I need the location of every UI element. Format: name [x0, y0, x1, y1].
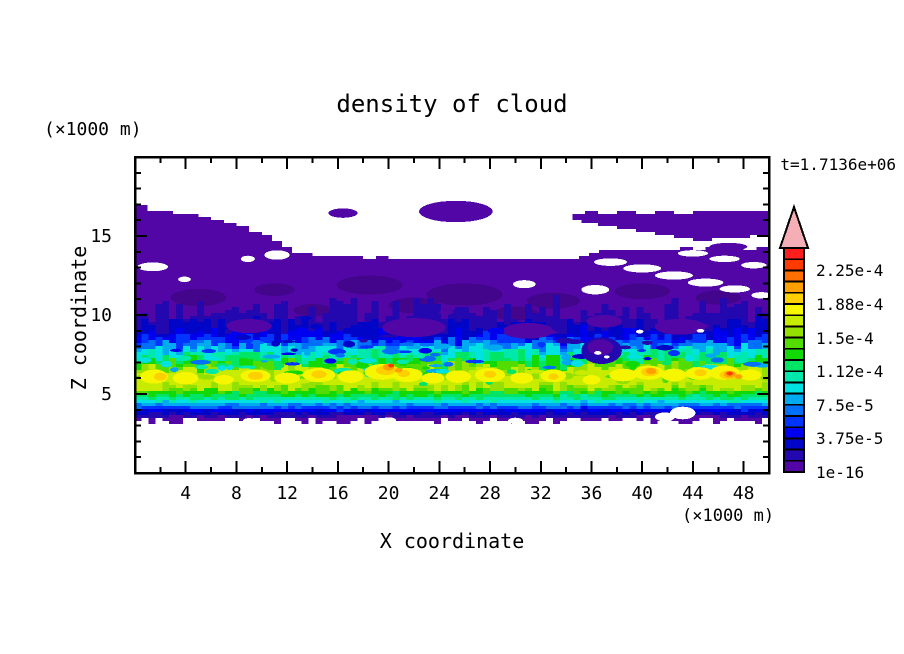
timestamp-label: t=1.7136e+06 — [780, 155, 896, 174]
y-tick-label: 15 — [90, 226, 112, 247]
x-tick-label: 44 — [682, 483, 704, 504]
x-tick-label: 8 — [231, 483, 242, 504]
x-tick-label: 20 — [377, 483, 400, 504]
colorbar-label: 1e-16 — [816, 463, 865, 482]
colorbar — [778, 203, 810, 473]
colorbar-label: 1.88e-4 — [816, 295, 884, 314]
colorbar-label: 1.5e-4 — [816, 328, 874, 348]
colorbar-label: 1.12e-4 — [816, 362, 884, 382]
chart-title: density of cloud — [336, 90, 568, 118]
x-tick-label: 4 — [180, 483, 192, 504]
z-axis-unit: (×1000 m) — [44, 119, 142, 140]
x-tick-label: 24 — [428, 483, 451, 504]
x-tick-label: 36 — [580, 483, 603, 504]
y-tick-label: 10 — [90, 305, 112, 326]
y-tick-label: 5 — [101, 384, 112, 405]
contour-field — [135, 157, 769, 473]
x-tick-label: 40 — [631, 483, 654, 504]
x-tick-label: 16 — [327, 483, 349, 504]
x-axis-unit: (×1000 m) — [682, 506, 775, 526]
axes — [133, 155, 771, 475]
x-axis-label: X coordinate — [379, 529, 525, 553]
z-axis-label: Z coordinate — [67, 245, 91, 391]
x-tick-label: 32 — [529, 483, 552, 504]
colorbar-label: 7.5e-5 — [816, 395, 874, 415]
x-tick-label: 28 — [479, 483, 501, 504]
x-tick-label: 12 — [276, 483, 298, 504]
colorbar-label: 2.25e-4 — [816, 261, 884, 281]
x-tick-label: 48 — [732, 483, 755, 504]
colorbar-label: 3.75e-5 — [816, 429, 884, 449]
